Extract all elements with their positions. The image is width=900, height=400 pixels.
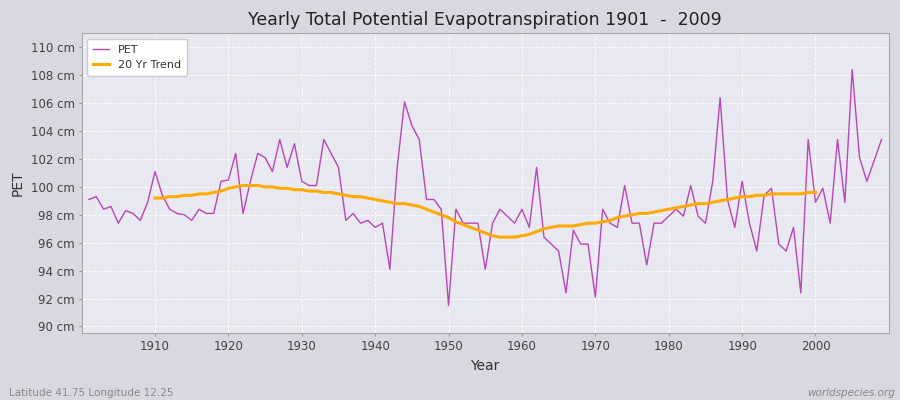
Line: 20 Yr Trend: 20 Yr Trend bbox=[155, 186, 815, 237]
PET bbox=[612, 225, 623, 230]
Line: PET: PET bbox=[89, 70, 881, 306]
20 Yr Trend bbox=[326, 190, 337, 195]
PET bbox=[876, 137, 886, 142]
20 Yr Trend bbox=[810, 190, 821, 195]
20 Yr Trend bbox=[546, 225, 557, 230]
Legend: PET, 20 Yr Trend: PET, 20 Yr Trend bbox=[87, 39, 187, 76]
20 Yr Trend bbox=[230, 184, 241, 189]
20 Yr Trend bbox=[803, 190, 814, 195]
PET bbox=[517, 207, 527, 212]
20 Yr Trend bbox=[722, 197, 733, 202]
20 Yr Trend bbox=[311, 189, 322, 194]
PET bbox=[347, 211, 358, 216]
Y-axis label: PET: PET bbox=[11, 171, 25, 196]
PET bbox=[142, 200, 153, 205]
PET bbox=[84, 197, 94, 202]
PET bbox=[847, 67, 858, 72]
20 Yr Trend bbox=[149, 196, 160, 200]
PET bbox=[303, 183, 314, 188]
Text: Latitude 41.75 Longitude 12.25: Latitude 41.75 Longitude 12.25 bbox=[9, 388, 174, 398]
Title: Yearly Total Potential Evapotranspiration 1901  -  2009: Yearly Total Potential Evapotranspiratio… bbox=[248, 11, 722, 29]
20 Yr Trend bbox=[238, 183, 248, 188]
PET bbox=[443, 303, 454, 308]
20 Yr Trend bbox=[494, 235, 505, 240]
X-axis label: Year: Year bbox=[471, 359, 500, 373]
Text: worldspecies.org: worldspecies.org bbox=[807, 388, 896, 398]
PET bbox=[524, 225, 535, 230]
